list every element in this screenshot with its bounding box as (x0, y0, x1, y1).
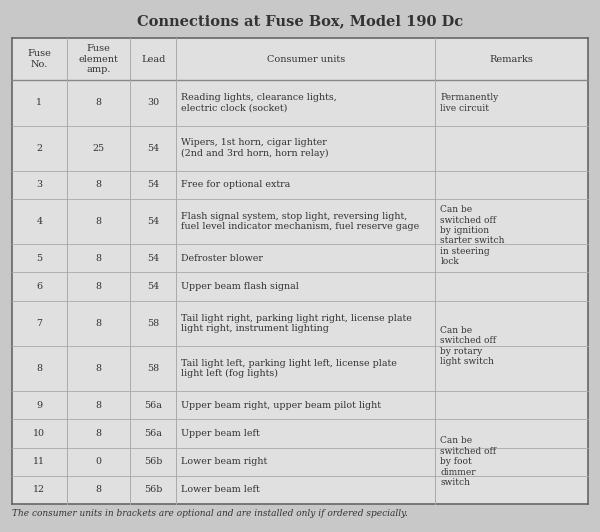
Text: Remarks: Remarks (490, 55, 533, 64)
Text: Upper beam right, upper beam pilot light: Upper beam right, upper beam pilot light (181, 401, 381, 410)
Text: 0: 0 (95, 457, 101, 466)
Text: Tail light right, parking light right, license plate
light right, instrument lig: Tail light right, parking light right, l… (181, 313, 412, 333)
Text: Fuse
No.: Fuse No. (28, 49, 51, 69)
Text: 54: 54 (147, 254, 159, 263)
Text: 54: 54 (147, 180, 159, 189)
Text: Can be
switched off
by rotary
light switch: Can be switched off by rotary light swit… (440, 326, 496, 366)
Text: Consumer units: Consumer units (266, 55, 345, 64)
Text: 12: 12 (34, 485, 46, 494)
Text: Lower beam right: Lower beam right (181, 457, 268, 466)
Text: 11: 11 (34, 457, 46, 466)
Text: Lower beam left: Lower beam left (181, 485, 260, 494)
Text: 1: 1 (37, 98, 43, 107)
Text: 56a: 56a (144, 401, 162, 410)
Text: Fuse
element
amp.: Fuse element amp. (79, 44, 118, 74)
Text: 10: 10 (34, 429, 46, 438)
Text: 58: 58 (147, 364, 159, 373)
Text: 6: 6 (36, 282, 43, 291)
Text: 25: 25 (92, 144, 104, 153)
Text: 54: 54 (147, 282, 159, 291)
Text: 58: 58 (147, 319, 159, 328)
Text: 8: 8 (95, 180, 101, 189)
Text: 8: 8 (95, 364, 101, 373)
Bar (12, 38, 588, 504)
Text: 30: 30 (147, 98, 159, 107)
Text: Upper beam flash signal: Upper beam flash signal (181, 282, 299, 291)
Text: Can be
switched off
by ignition
starter switch
in steering
lock: Can be switched off by ignition starter … (440, 205, 505, 266)
Text: 8: 8 (95, 401, 101, 410)
Text: 5: 5 (36, 254, 43, 263)
Text: 8: 8 (95, 429, 101, 438)
Text: 8: 8 (95, 282, 101, 291)
Text: 54: 54 (147, 217, 159, 226)
Text: Wipers, 1st horn, cigar lighter
(2nd and 3rd horn, horn relay): Wipers, 1st horn, cigar lighter (2nd and… (181, 138, 329, 158)
Text: Permanently
live circuit: Permanently live circuit (440, 93, 499, 113)
Text: Can be
switched off
by foot
dimmer
switch: Can be switched off by foot dimmer switc… (440, 436, 496, 487)
Text: 56b: 56b (144, 457, 163, 466)
Text: 2: 2 (37, 144, 43, 153)
Text: Lead: Lead (141, 55, 166, 64)
Text: 8: 8 (95, 485, 101, 494)
Text: 3: 3 (36, 180, 43, 189)
Text: 8: 8 (95, 217, 101, 226)
Text: Tail light left, parking light left, license plate
light left (fog lights): Tail light left, parking light left, lic… (181, 359, 397, 378)
Text: The consumer units in brackets are optional and are installed only if ordered sp: The consumer units in brackets are optio… (12, 509, 408, 518)
Text: Flash signal system, stop light, reversing light,
fuel level indicator mechanism: Flash signal system, stop light, reversi… (181, 212, 419, 231)
Text: 56b: 56b (144, 485, 163, 494)
Text: 8: 8 (37, 364, 43, 373)
Text: 8: 8 (95, 98, 101, 107)
Text: 9: 9 (36, 401, 43, 410)
Text: Reading lights, clearance lights,
electric clock (socket): Reading lights, clearance lights, electr… (181, 93, 337, 113)
Text: Connections at Fuse Box, Model 190 Dc: Connections at Fuse Box, Model 190 Dc (137, 14, 463, 28)
Text: 54: 54 (147, 144, 159, 153)
Text: 56a: 56a (144, 429, 162, 438)
Text: 8: 8 (95, 319, 101, 328)
Text: Free for optional extra: Free for optional extra (181, 180, 290, 189)
Text: Upper beam left: Upper beam left (181, 429, 260, 438)
Text: Defroster blower: Defroster blower (181, 254, 263, 263)
Text: 8: 8 (95, 254, 101, 263)
Text: 4: 4 (37, 217, 43, 226)
Text: 7: 7 (37, 319, 43, 328)
